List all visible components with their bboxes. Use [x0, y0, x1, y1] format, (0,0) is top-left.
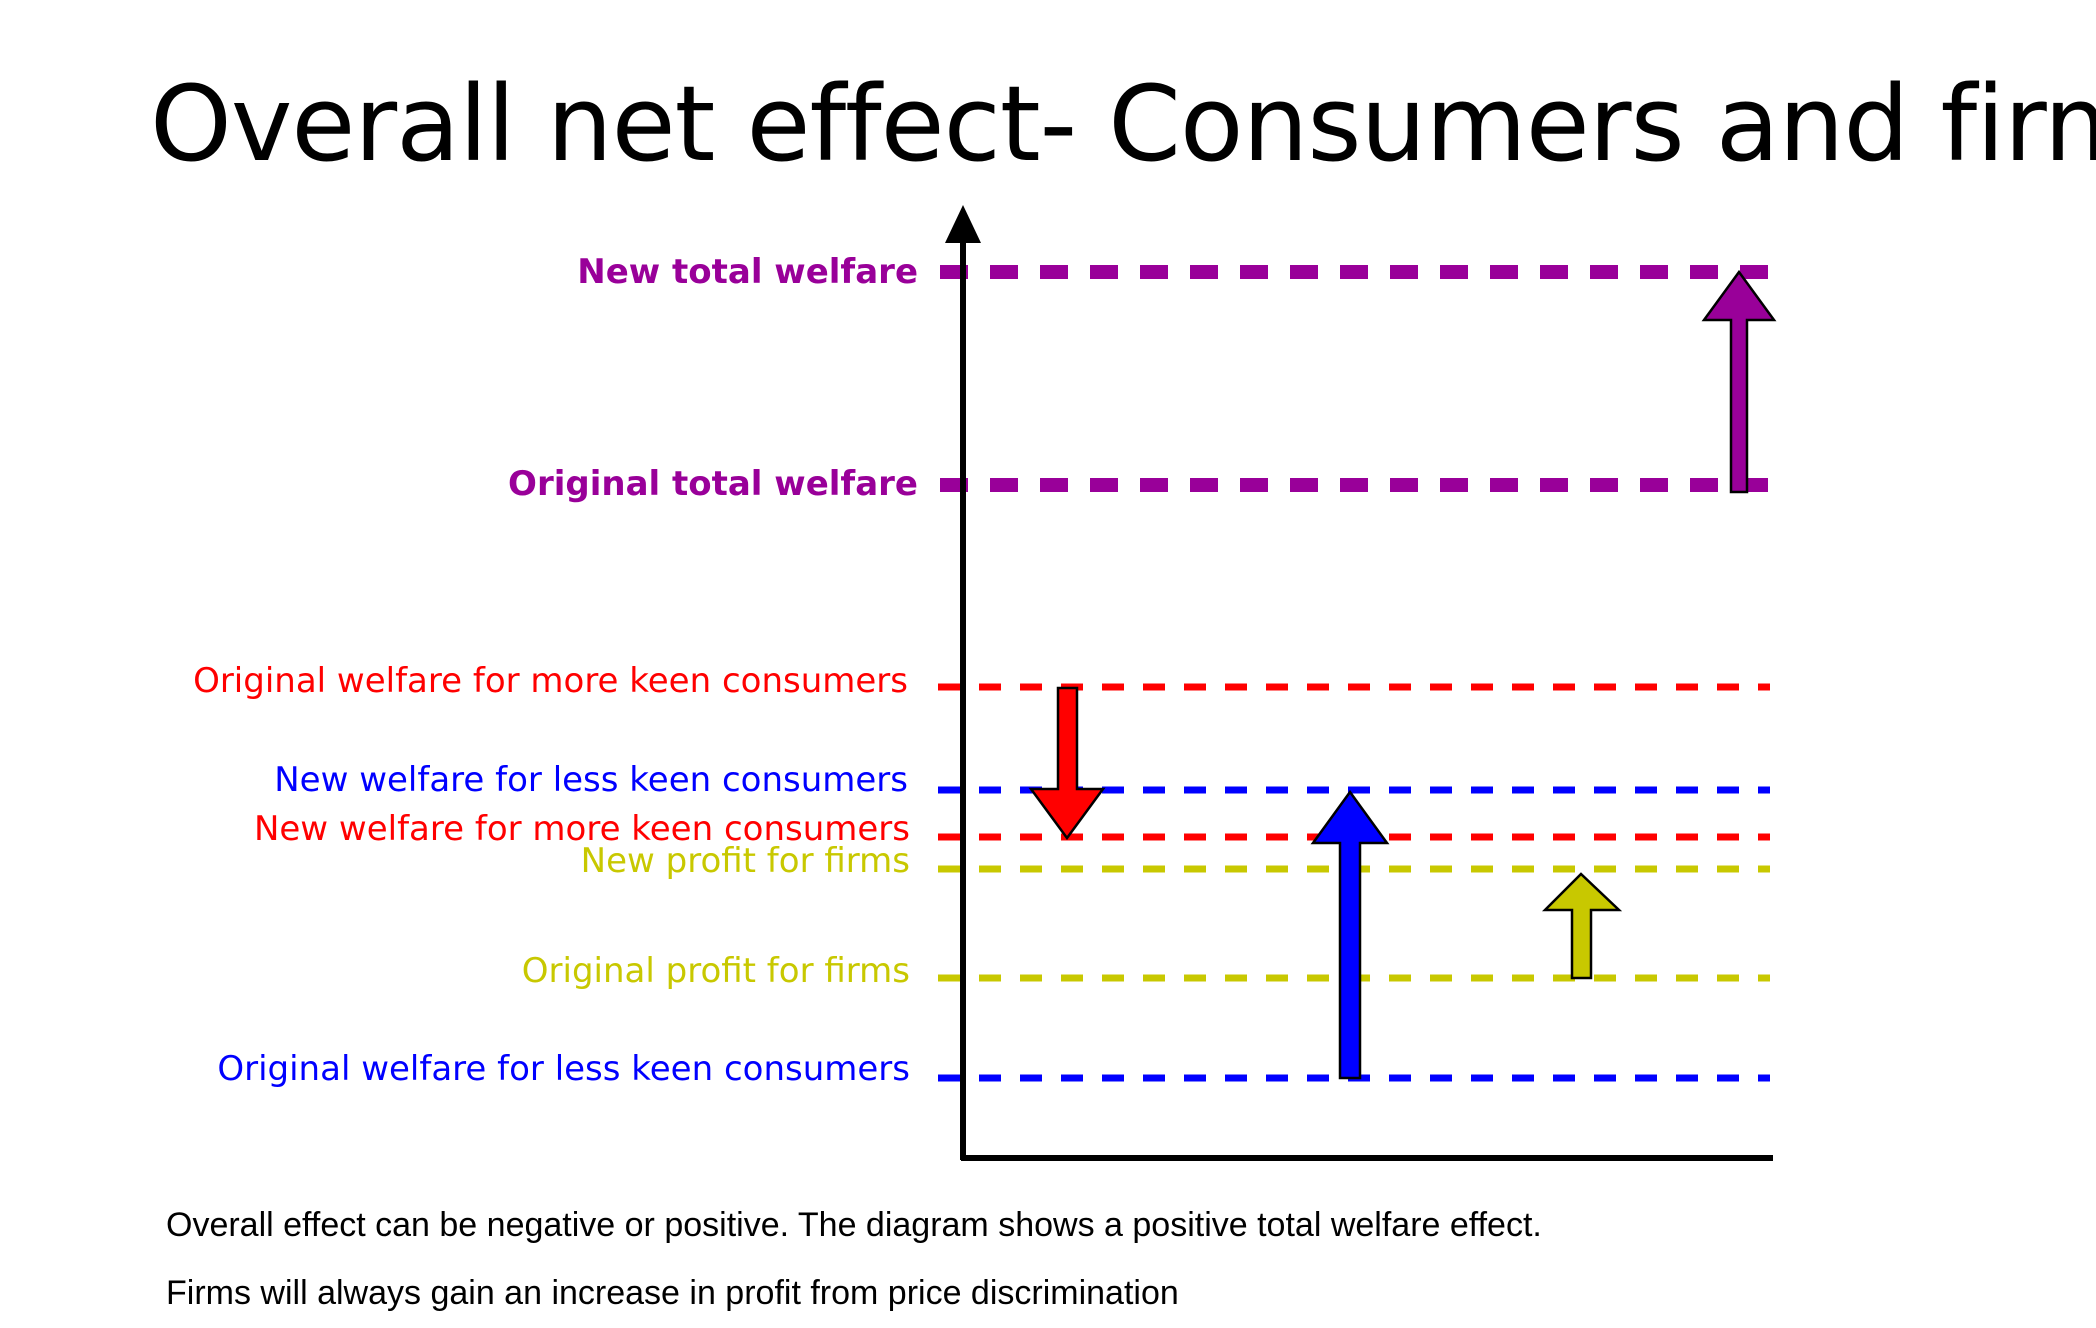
label-new-more-keen: New welfare for more keen consumers	[254, 809, 910, 849]
label-original-more-keen: Original welfare for more keen consumers	[193, 661, 908, 701]
total-welfare-up-arrow	[1701, 269, 1777, 494]
y-axis-arrowhead	[945, 205, 981, 243]
label-new-less-keen: New welfare for less keen consumers	[274, 760, 908, 800]
profit-up-arrow	[1541, 872, 1623, 980]
page-title: Overall net effect- Consumers and firms	[150, 63, 2096, 185]
more-keen-down-arrow	[1028, 686, 1106, 841]
note-firms-profit: Firms will always gain an increase in pr…	[166, 1274, 1179, 1312]
label-original-total-welfare: Original total welfare	[508, 464, 918, 504]
label-original-profit: Original profit for firms	[522, 951, 910, 991]
label-new-total-welfare: New total welfare	[577, 252, 918, 292]
note-effect: Overall effect can be negative or positi…	[166, 1206, 1542, 1244]
label-new-profit: New profit for firms	[581, 841, 910, 881]
label-original-less-keen: Original welfare for less keen consumers	[217, 1049, 910, 1089]
less-keen-up-arrow	[1310, 789, 1390, 1080]
